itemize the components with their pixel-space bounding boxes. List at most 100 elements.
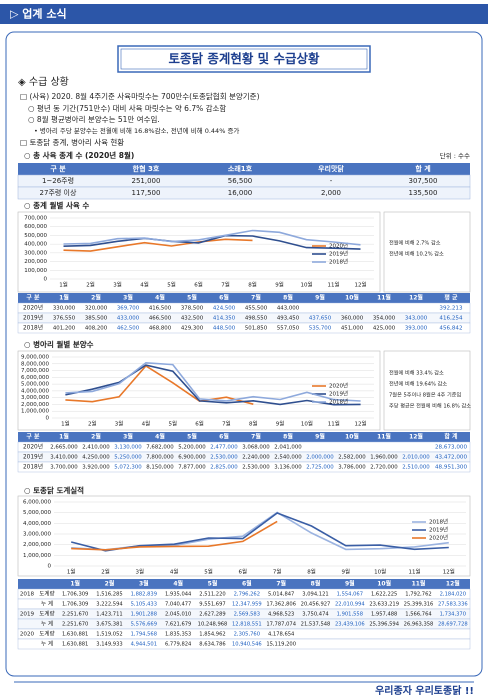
table-cell: 9,551,697	[199, 602, 225, 608]
table-cell: 408,200	[85, 326, 108, 332]
table-cell: 5,014,847	[268, 592, 294, 598]
x-tick-label: 5월	[204, 568, 213, 576]
y-tick-label: 8,000,000	[21, 361, 49, 367]
table-cell: 2,665,000	[50, 445, 78, 451]
note-text: 7월은 5주이나 8월은 4주 기준임	[389, 391, 462, 399]
y-tick-label: 200,000	[24, 259, 47, 265]
y-tick-label: 4,000,000	[21, 388, 49, 394]
table-cell: 433,000	[117, 316, 140, 322]
x-tick-label: 11월	[328, 420, 340, 428]
x-tick-label: 1월	[59, 281, 68, 289]
table-header-cell: 7월	[251, 294, 261, 302]
table-cell: 1,630,881	[62, 642, 88, 648]
y-tick-label: 1,000,000	[21, 409, 49, 415]
table-cell: 401,200	[53, 326, 76, 332]
chart-frame	[17, 211, 381, 293]
y-tick-label: 400,000	[24, 242, 47, 248]
table-cell: 23,633,219	[369, 602, 399, 608]
table-cell: 4,178,654	[268, 632, 295, 638]
table-header-cell: 3월	[123, 433, 133, 441]
table-cell: 343,000	[405, 316, 428, 322]
table-cell: 3,068,000	[242, 445, 270, 451]
table-cell: 2,510,000	[402, 465, 430, 471]
table-cell: 2,240,000	[242, 455, 270, 461]
legend-label: 2018년	[429, 518, 448, 526]
series-line	[63, 229, 361, 246]
table-row-label: 2019	[20, 612, 35, 618]
table-cell: 2,000,000	[306, 455, 334, 461]
x-tick-label: 2월	[88, 420, 97, 428]
table-header-cell: 4월	[155, 433, 165, 441]
table-cell: 25,396,594	[369, 622, 399, 628]
supply-item: ○ 8월 평균병아리 분양수는 51만 여수임.	[28, 114, 160, 124]
unit-label: 단위 : 수수	[440, 151, 470, 160]
x-tick-label: 1월	[61, 420, 70, 428]
table-cell: 1,854,962	[199, 632, 225, 638]
table-cell: 1,882,839	[131, 592, 157, 598]
table-cell: 21,537,548	[301, 622, 331, 628]
table-summary: 43,472,000	[435, 455, 467, 461]
table-cell: 7,621,679	[165, 622, 191, 628]
table-cell: 28,697,728	[438, 622, 468, 628]
table-cell: 3,136,000	[274, 465, 302, 471]
table-summary: 416,254	[439, 316, 463, 322]
table-cell: 2,725,000	[306, 465, 334, 471]
table-cell: 1,519,052	[96, 632, 122, 638]
table-cell: 17,362,806	[266, 602, 296, 608]
table-cell: 135,500	[409, 189, 438, 197]
series-line	[65, 364, 361, 406]
table-cell: 4,944,501	[131, 642, 157, 648]
table-cell: 414,350	[213, 316, 236, 322]
table-cell: 5,250,000	[114, 455, 142, 461]
x-tick-label: 4월	[170, 568, 179, 576]
table-cell: 557,050	[277, 326, 300, 332]
table-cell: 1,706,309	[62, 602, 88, 608]
table-cell: 369,700	[117, 306, 140, 312]
table-cell: 2,305,760	[234, 632, 260, 638]
table-header-bg	[18, 293, 470, 303]
table-cell: 15,119,200	[266, 642, 296, 648]
table-cell: 1,423,711	[96, 612, 122, 618]
x-tick-label: 6월	[239, 568, 248, 576]
series-line	[65, 364, 254, 405]
legend-label: 2020년	[329, 382, 348, 390]
x-tick-label: 8월	[307, 568, 316, 576]
table-cell: 10,940,546	[232, 642, 262, 648]
table-cell: 2,720,000	[370, 465, 398, 471]
table-cell: 26,963,358	[404, 622, 434, 628]
table-header-cell: 2월	[91, 294, 101, 302]
note-box	[383, 350, 471, 431]
table-summary: 28,673,000	[435, 445, 467, 451]
table-cell: 12,818,551	[232, 622, 262, 628]
table-cell: 2,530,000	[210, 455, 238, 461]
x-tick-label: 3월	[115, 420, 124, 428]
table-row-label: 2018년	[23, 463, 43, 471]
title-box-inner	[120, 48, 368, 70]
table-cell: 5,576,669	[131, 622, 157, 628]
y-tick-label: 500,000	[24, 233, 47, 239]
table-cell: 7,877,000	[178, 465, 206, 471]
table-cell: 5,105,433	[131, 602, 157, 608]
legend-label: 2020년	[429, 534, 448, 542]
table-row-label: 2019년	[23, 453, 43, 461]
table-header-cell: 10월	[377, 580, 391, 588]
table-cell: 6,900,000	[178, 455, 206, 461]
series-line	[71, 512, 449, 552]
table-header-cell: 12월	[409, 433, 423, 441]
table-cell: 307,500	[409, 177, 438, 185]
table-cell: 17,787,074	[266, 622, 296, 628]
chart-title: ○ 병아리 월별 분양수	[24, 339, 94, 349]
table-cell: 117,500	[132, 189, 161, 197]
table-cell: 16,000	[228, 189, 253, 197]
table-header-cell: 구 분	[50, 164, 66, 173]
table-header-cell: 7월	[251, 433, 261, 441]
note-text: 주당 평균은 전월에 비해 16.8% 감소	[389, 402, 471, 410]
table-cell: 2,825,000	[210, 465, 238, 471]
table-cell: 2,410,000	[82, 445, 110, 451]
supply-item: □ 토종닭 종계, 병아리 사육 현황	[20, 137, 124, 147]
x-tick-label: 9월	[342, 568, 351, 576]
table-cell: 437,650	[309, 316, 332, 322]
legend-label: 2019년	[329, 390, 348, 398]
table-cell: 330,000	[53, 306, 76, 312]
